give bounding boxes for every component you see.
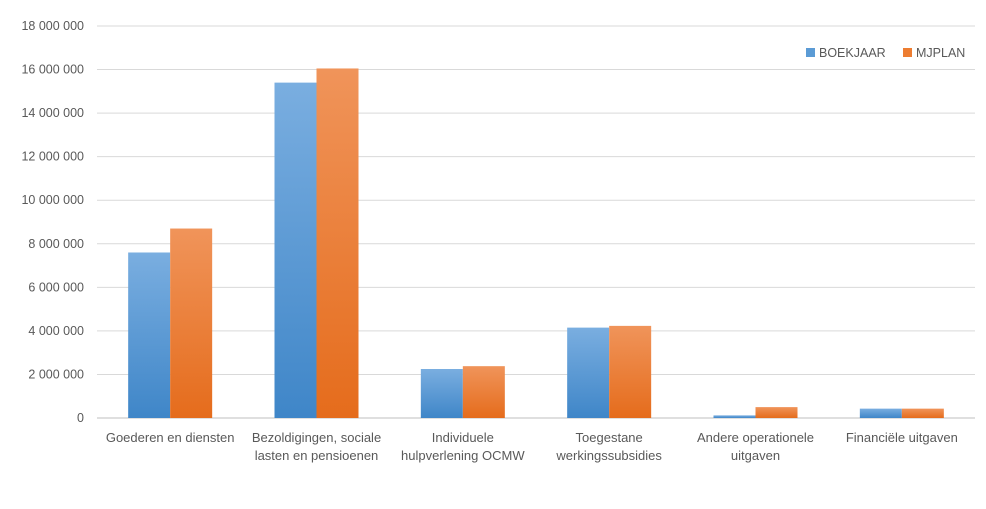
- x-category-label: werkingssubsidies: [555, 448, 662, 463]
- bars: [128, 68, 944, 418]
- x-category-label: Goederen en diensten: [106, 430, 235, 445]
- bar-boekjaar: [420, 369, 463, 418]
- bar-mjplan: [755, 407, 798, 418]
- x-category-label: Toegestane: [576, 430, 643, 445]
- gridlines: [97, 25, 975, 419]
- bar-mjplan: [170, 228, 213, 418]
- y-axis-ticks: 0 2 000 000 4 000 000 6 000 000 8 000 000 10 …: [21, 19, 84, 425]
- y-tick-label: 8 000 000: [28, 237, 84, 251]
- x-category-label: Individuele: [432, 430, 494, 445]
- y-tick-label: 4 000 000: [28, 324, 84, 338]
- y-tick-label: 12 000 000: [21, 150, 84, 164]
- y-tick-label: 18 000 000: [21, 19, 84, 33]
- bar-boekjaar: [274, 82, 317, 418]
- y-tick-label: 2 000 000: [28, 367, 84, 381]
- bar-mjplan: [462, 366, 505, 418]
- legend-label-mjplan: MJPLAN: [916, 46, 965, 60]
- legend-swatch-mjplan: [903, 48, 912, 57]
- y-tick-label: 0: [77, 411, 84, 425]
- bar-boekjaar: [713, 415, 756, 418]
- x-category-label: hulpverlening OCMW: [401, 448, 525, 463]
- legend-label-boekjaar: BOEKJAAR: [819, 46, 886, 60]
- legend: BOEKJAAR MJPLAN: [806, 46, 965, 60]
- x-category-label: Andere operationele: [697, 430, 814, 445]
- x-category-label: Bezoldigingen, sociale: [252, 430, 381, 445]
- bar-mjplan: [901, 408, 944, 418]
- bar-mjplan: [316, 68, 359, 418]
- bar-boekjaar: [128, 252, 171, 418]
- y-tick-label: 10 000 000: [21, 193, 84, 207]
- bar-mjplan: [609, 325, 652, 418]
- x-axis-labels: Goederen en diensten Bezoldigingen, socia…: [106, 430, 958, 463]
- y-tick-label: 16 000 000: [21, 63, 84, 77]
- bar-boekjaar: [859, 408, 902, 418]
- y-tick-label: 6 000 000: [28, 280, 84, 294]
- bar-boekjaar: [567, 327, 610, 418]
- legend-swatch-boekjaar: [806, 48, 815, 57]
- x-category-label: Financiële uitgaven: [846, 430, 958, 445]
- y-tick-label: 14 000 000: [21, 106, 84, 120]
- x-category-label: uitgaven: [731, 448, 780, 463]
- x-category-label: lasten en pensioenen: [255, 448, 379, 463]
